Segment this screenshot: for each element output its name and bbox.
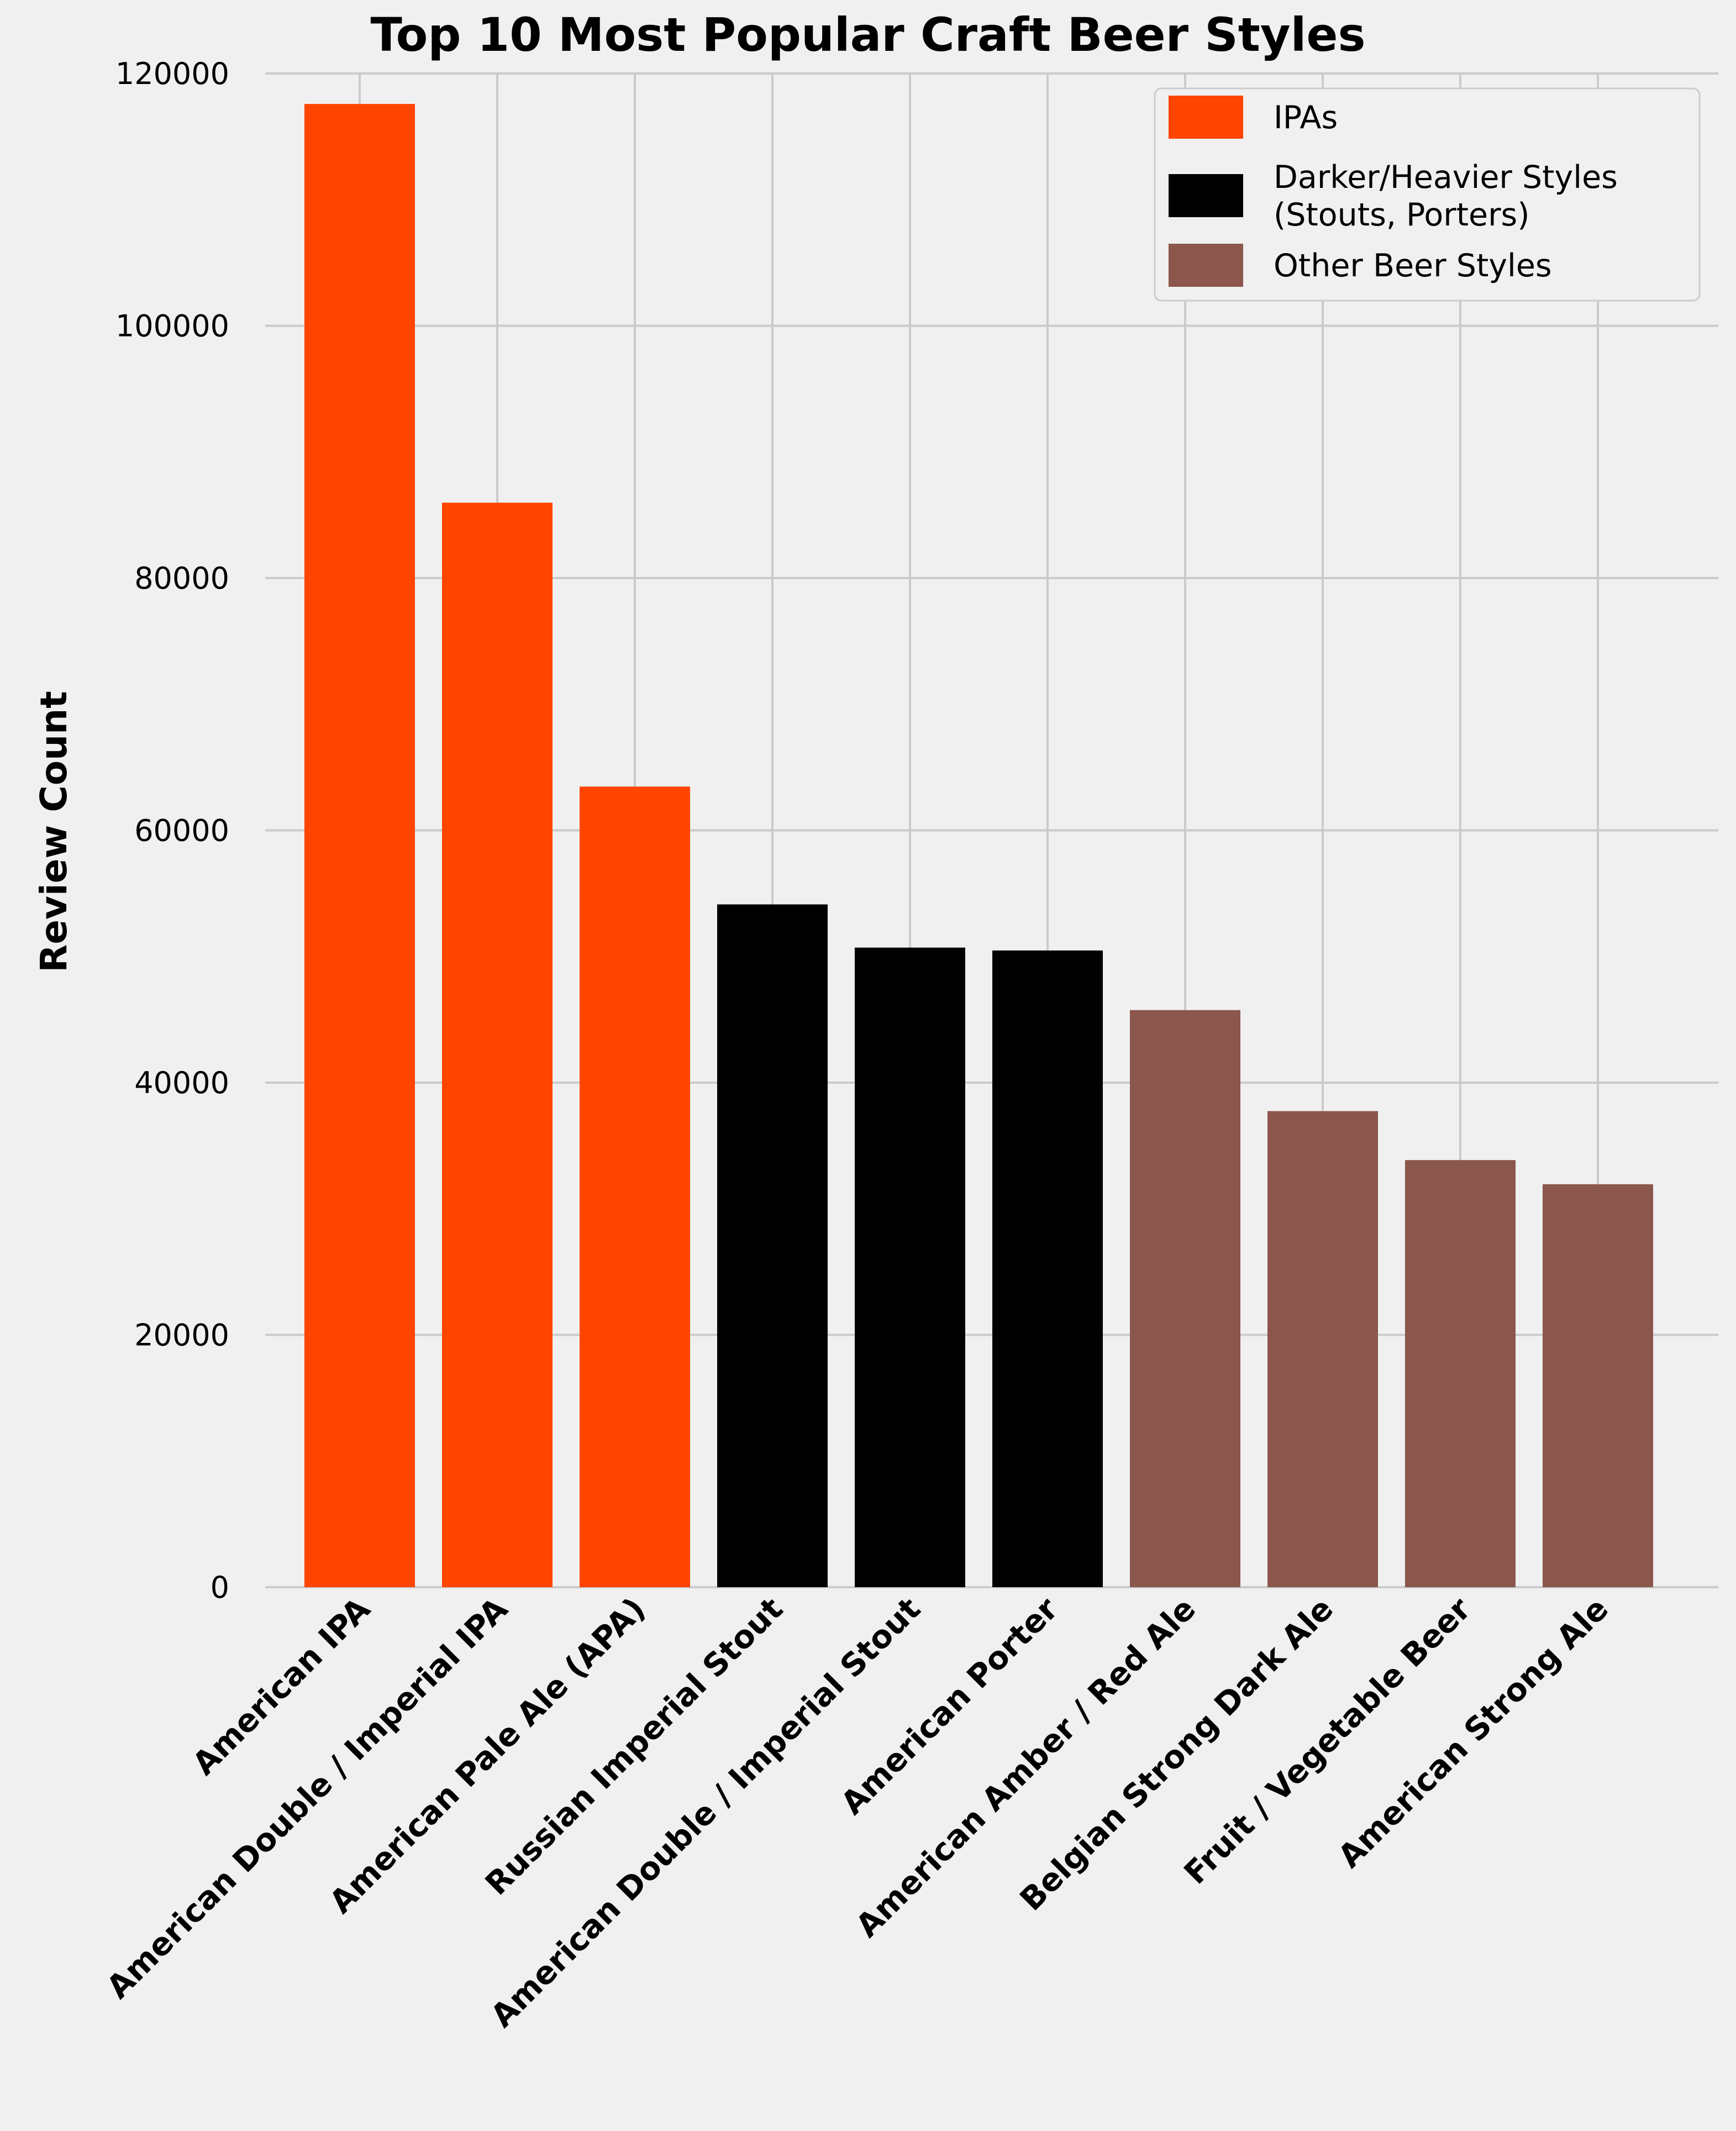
x-tick-label: Fruit / Vegetable Beer xyxy=(1177,1591,1478,1891)
legend-swatch xyxy=(1169,174,1243,217)
y-tick-label: 80000 xyxy=(134,561,229,596)
y-tick-label: 120000 xyxy=(115,56,229,91)
bar xyxy=(992,950,1103,1587)
bar xyxy=(1543,1184,1653,1587)
bar xyxy=(304,104,415,1587)
bar xyxy=(1130,1010,1240,1587)
legend-label: Darker/Heavier Styles xyxy=(1274,159,1618,196)
legend-items: IPAs Darker/Heavier Styles (Stouts, Porte… xyxy=(1169,96,1618,287)
x-tick-label: American Strong Ale xyxy=(1331,1591,1615,1875)
y-tick-label: 40000 xyxy=(134,1066,229,1100)
legend-label: IPAs xyxy=(1274,99,1338,136)
legend-swatch xyxy=(1169,244,1243,287)
bar xyxy=(442,502,553,1587)
bar xyxy=(1405,1160,1516,1587)
y-tick-label: 100000 xyxy=(115,309,229,344)
bar xyxy=(580,786,690,1587)
chart-title: Top 10 Most Popular Craft Beer Styles xyxy=(371,8,1366,62)
legend-frame xyxy=(1154,87,1701,302)
y-tick-label: 20000 xyxy=(134,1318,229,1353)
y-axis-label: Review Count xyxy=(33,691,75,972)
bar xyxy=(717,904,828,1587)
y-tick-label: 60000 xyxy=(134,813,229,848)
x-tick-label: Russian Imperial Stout xyxy=(478,1591,790,1902)
bar xyxy=(855,947,965,1587)
bar xyxy=(1267,1111,1378,1587)
legend-swatch xyxy=(1169,96,1243,139)
y-tick-label: 0 xyxy=(211,1570,229,1605)
legend: IPAs Darker/Heavier Styles (Stouts, Porte… xyxy=(1154,87,1701,302)
y-tick-labels: 0 20000 40000 60000 80000 100000 120000 xyxy=(115,56,229,1605)
legend-label: Other Beer Styles xyxy=(1274,248,1552,284)
bars xyxy=(304,104,1653,1587)
legend-label: (Stouts, Porters) xyxy=(1274,197,1530,233)
